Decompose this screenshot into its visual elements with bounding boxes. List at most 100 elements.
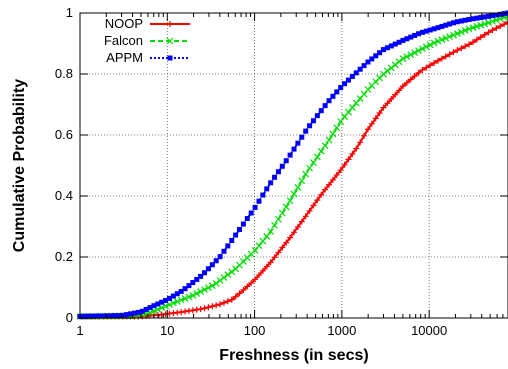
data-point	[364, 126, 371, 133]
y-tick-label: 0.2	[55, 249, 73, 264]
data-point	[263, 263, 270, 270]
data-point	[112, 313, 118, 319]
data-point	[208, 282, 216, 290]
data-point	[365, 59, 371, 65]
data-point	[341, 161, 348, 168]
data-point	[205, 304, 212, 311]
data-point	[376, 110, 383, 117]
data-point	[294, 184, 302, 191]
data-point	[477, 21, 485, 29]
data-point	[411, 73, 418, 80]
data-point	[182, 308, 189, 315]
data-point	[201, 286, 208, 294]
data-point	[279, 244, 286, 251]
data-point	[318, 191, 325, 198]
series-line-noop	[80, 21, 508, 318]
data-point	[96, 313, 102, 319]
data-point	[193, 306, 200, 313]
data-point	[267, 259, 274, 266]
data-point	[419, 66, 426, 73]
data-point	[213, 258, 219, 264]
data-point	[228, 268, 236, 276]
data-point	[221, 248, 227, 254]
data-point	[462, 17, 468, 23]
data-point	[454, 47, 461, 54]
data-point	[213, 302, 220, 309]
data-point	[185, 307, 192, 314]
data-point	[380, 104, 387, 111]
legend-item-appm: APPM	[106, 50, 190, 65]
data-point	[466, 41, 473, 48]
data-point	[314, 113, 320, 119]
data-point	[430, 39, 438, 47]
data-point	[225, 243, 231, 249]
data-point	[422, 43, 430, 51]
data-point	[497, 11, 503, 17]
data-point	[384, 100, 391, 107]
data-point	[357, 66, 363, 72]
legend-label: NOOP	[105, 16, 143, 31]
x-tick-label: 10	[160, 323, 174, 338]
data-point	[244, 283, 251, 290]
data-point	[173, 298, 181, 305]
data-point	[294, 223, 301, 230]
data-point	[259, 267, 266, 274]
data-point	[310, 159, 317, 166]
data-point	[186, 283, 192, 289]
data-point	[204, 284, 212, 292]
data-point	[458, 45, 465, 52]
legend-swatch-marker	[167, 55, 173, 61]
data-point	[313, 153, 321, 161]
data-point	[178, 288, 184, 294]
data-point	[461, 27, 469, 34]
data-point	[353, 145, 360, 152]
data-point	[474, 15, 480, 21]
data-point	[478, 15, 484, 21]
data-point	[143, 306, 149, 312]
data-point	[135, 309, 141, 315]
legend-label: Falcon	[104, 33, 143, 48]
data-point	[361, 63, 367, 69]
data-point	[450, 49, 457, 56]
data-point	[232, 293, 239, 300]
data-point	[416, 31, 422, 37]
data-point	[361, 132, 368, 139]
data-point	[108, 313, 114, 319]
data-point	[124, 312, 130, 318]
legend-swatch-marker	[166, 37, 174, 45]
data-point	[128, 311, 134, 317]
data-point	[462, 43, 469, 50]
data-point	[345, 77, 351, 83]
data-point	[197, 306, 204, 313]
data-point	[163, 297, 169, 303]
y-tick-label: 0.4	[55, 188, 73, 203]
y-tick-label: 0	[66, 310, 73, 325]
data-point	[240, 221, 246, 227]
data-point	[489, 17, 496, 25]
data-point	[321, 142, 329, 150]
data-point	[279, 163, 285, 169]
data-point	[224, 271, 232, 279]
data-point	[260, 192, 266, 198]
data-point	[369, 56, 375, 62]
data-point	[189, 291, 197, 299]
data-point	[338, 85, 344, 91]
data-point	[264, 186, 270, 192]
data-point	[434, 37, 442, 45]
data-point	[217, 254, 223, 260]
data-point	[299, 134, 305, 140]
data-point	[337, 118, 345, 126]
data-point	[314, 197, 321, 204]
data-point	[185, 293, 193, 301]
data-point	[147, 305, 153, 311]
data-point	[252, 204, 258, 210]
data-point	[373, 53, 379, 59]
data-point	[473, 36, 480, 43]
data-point	[407, 76, 414, 83]
data-point	[209, 262, 215, 268]
legend-label: APPM	[106, 50, 143, 65]
data-point	[212, 279, 220, 287]
data-point	[229, 237, 235, 243]
data-point	[306, 207, 313, 214]
data-point	[248, 210, 254, 216]
